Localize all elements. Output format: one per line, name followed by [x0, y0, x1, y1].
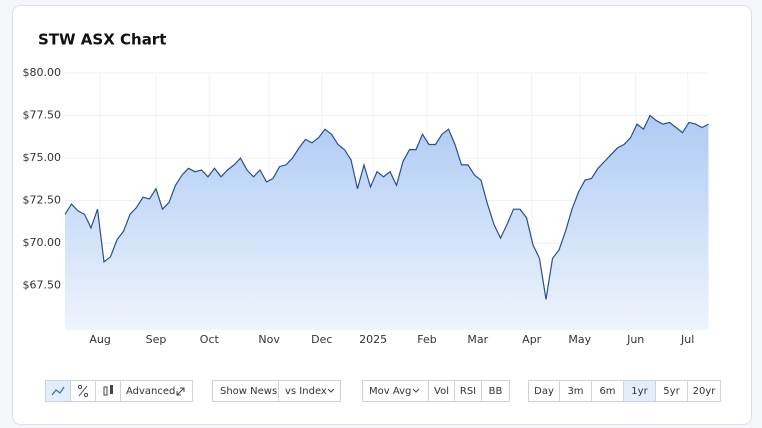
button-label: 5yr	[663, 386, 680, 397]
percent-icon	[78, 385, 88, 397]
button-label: 6m	[599, 386, 615, 397]
x-tick-label: Jun	[626, 333, 644, 346]
chevron	[327, 388, 335, 393]
range-button[interactable]	[687, 380, 721, 402]
y-tick-label: $70.00	[23, 236, 62, 249]
vs-index-dropdown[interactable]	[278, 380, 341, 402]
x-tick-label: Apr	[522, 333, 542, 346]
y-tick-label: $75.00	[23, 151, 62, 164]
button-label: 20yr	[693, 386, 717, 397]
x-tick-label: Jul	[680, 333, 694, 346]
candle-button[interactable]	[95, 380, 121, 402]
x-tick-label: May	[568, 333, 591, 346]
x-tick-label: Feb	[417, 333, 436, 346]
chart-title: STW ASX Chart	[38, 31, 166, 49]
percent-icon	[77, 384, 83, 390]
button-label: Mov Avg	[369, 386, 411, 397]
x-tick-label: Oct	[200, 333, 220, 346]
chevron	[412, 388, 420, 393]
x-tick-label: Mar	[467, 333, 488, 346]
y-tick-label: $67.50	[23, 279, 62, 292]
y-tick-label: $80.00	[23, 66, 62, 79]
area-fill	[65, 115, 709, 330]
button-label: Advanced	[126, 386, 175, 397]
button-label: 3m	[567, 386, 583, 397]
button-label: Show News	[220, 386, 277, 397]
candle-icon	[103, 386, 108, 396]
expand-icon	[176, 387, 185, 396]
button-label: BB	[489, 386, 503, 397]
price-line	[64, 114, 709, 300]
x-tick-label: 2025	[359, 333, 387, 346]
line-icon	[51, 386, 65, 396]
x-tick-label: Aug	[89, 333, 110, 346]
range-selector: Day 3m 6m 1yr 5yr 20yr	[528, 380, 721, 402]
y-tick-label: $77.50	[23, 109, 62, 122]
candle-icon	[110, 385, 113, 394]
x-tick-label: Sep	[146, 333, 167, 346]
y-tick-label: $72.50	[23, 194, 62, 207]
button-label: RSI	[460, 386, 476, 397]
advanced-button[interactable]	[120, 380, 193, 402]
button-label: 1yr	[631, 386, 648, 397]
percent-icon	[83, 392, 89, 398]
x-tick-label: Nov	[258, 333, 280, 346]
x-tick-label: Dec	[311, 333, 332, 346]
toolbar: Advanced Show News vs Index Mov Avg Vol …	[45, 380, 510, 402]
button-label: Day	[534, 386, 554, 397]
button-label: Vol	[434, 386, 449, 397]
button-label: vs Index	[285, 386, 327, 397]
bb-button[interactable]	[481, 380, 510, 402]
